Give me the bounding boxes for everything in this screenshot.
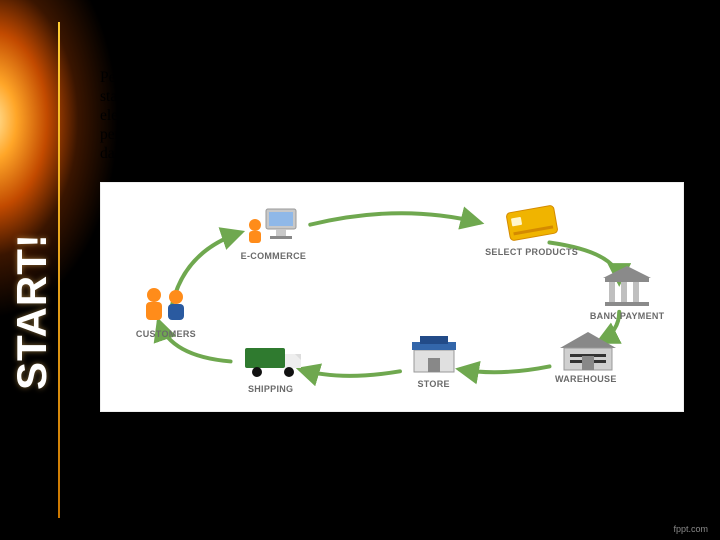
select-icon — [502, 201, 562, 245]
footer-credit: fppt.com — [673, 524, 708, 534]
node-shipping: SHIPPING — [241, 338, 301, 394]
figure-caption: Gambar 10. 1. 5 Skema EDI (Elektronik Da… — [100, 424, 684, 441]
slide-content: 1. 5 Elektronik Data Interchange (EDI) P… — [100, 22, 684, 441]
shipping-icon — [241, 338, 301, 382]
bank-icon — [597, 265, 657, 309]
node-customers: CUSTOMERS — [136, 283, 196, 339]
node-select: SELECT PRODUCTS — [485, 201, 578, 257]
slide-body-text: Pertukaran data elektronik (EDI) adalah … — [100, 69, 684, 164]
slide-title: 1. 5 Elektronik Data Interchange (EDI) — [100, 22, 684, 49]
ecommerce-icon — [243, 205, 303, 249]
node-ecommerce: E-COMMERCE — [241, 205, 307, 261]
store-label: STORE — [404, 379, 464, 389]
shipping-label: SHIPPING — [241, 384, 301, 394]
customers-icon — [136, 283, 196, 327]
store-icon — [404, 333, 464, 377]
customers-label: CUSTOMERS — [136, 329, 196, 339]
warehouse-icon — [556, 328, 616, 372]
bank-label: BANK PAYMENT — [590, 311, 665, 321]
edi-diagram: E-COMMERCE CUSTOMERS SELECT PRODUCTS SHIPPI… — [100, 182, 684, 412]
arrow-store-to-shipping — [300, 369, 400, 375]
node-warehouse: WAREHOUSE — [555, 328, 617, 384]
select-label: SELECT PRODUCTS — [485, 247, 578, 257]
arrow-warehouse-to-store — [460, 366, 550, 372]
node-store: STORE — [404, 333, 464, 389]
warehouse-label: WAREHOUSE — [555, 374, 617, 384]
node-bank: BANK PAYMENT — [590, 265, 665, 321]
arrow-ecommerce-to-select — [310, 213, 479, 224]
start-sidebar-label: START! — [8, 233, 56, 390]
ecommerce-label: E-COMMERCE — [241, 251, 307, 261]
accent-divider — [58, 22, 60, 518]
